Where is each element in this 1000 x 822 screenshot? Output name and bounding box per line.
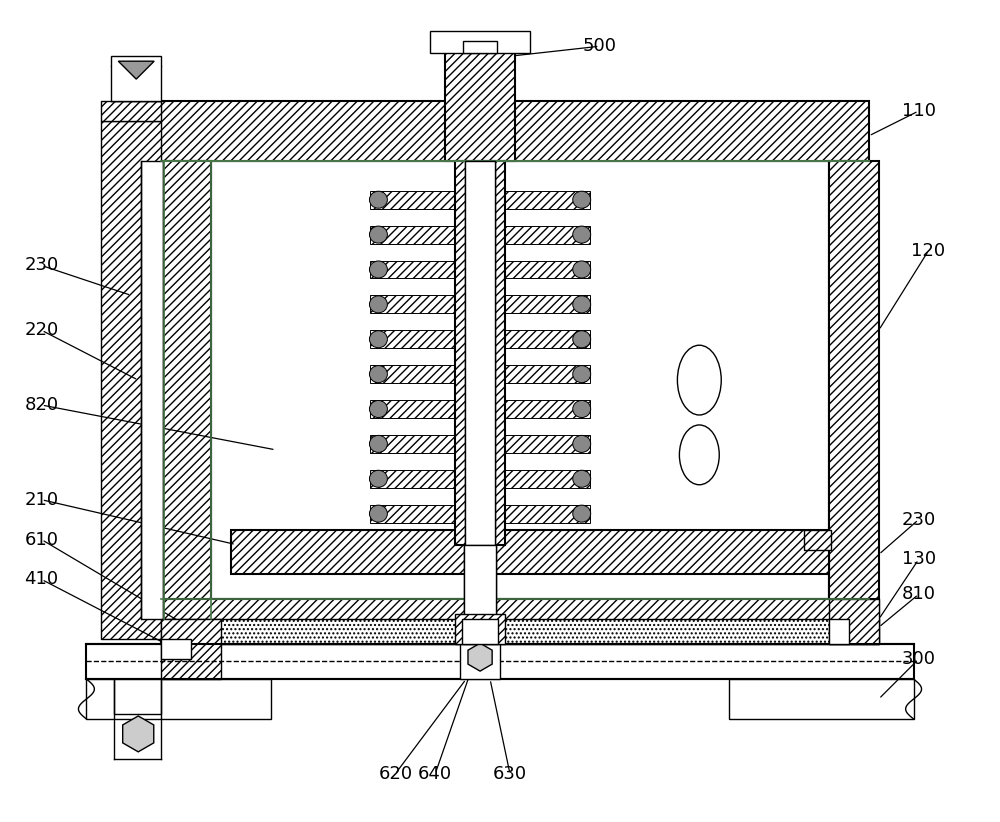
Bar (231, 529, 829, 575)
Bar (211, 161, 829, 599)
Ellipse shape (573, 470, 591, 487)
Bar (464, 544, 496, 619)
Polygon shape (118, 61, 154, 79)
Bar (161, 619, 221, 679)
Bar (101, 121, 161, 640)
Bar (505, 505, 590, 523)
Bar (370, 225, 455, 243)
Bar (463, 41, 497, 53)
Ellipse shape (369, 470, 387, 487)
Text: 630: 630 (493, 764, 527, 783)
Bar (161, 161, 211, 619)
Bar (829, 599, 879, 644)
Text: 500: 500 (583, 37, 617, 55)
Bar (505, 365, 590, 383)
Ellipse shape (573, 506, 591, 522)
Ellipse shape (369, 400, 387, 418)
Bar (370, 191, 455, 209)
Bar (804, 529, 831, 550)
Bar (114, 679, 161, 714)
Ellipse shape (573, 330, 591, 348)
Ellipse shape (369, 506, 387, 522)
Text: 130: 130 (902, 551, 936, 569)
Bar (86, 644, 914, 679)
Bar (445, 51, 515, 161)
Bar (505, 400, 590, 418)
Ellipse shape (573, 192, 591, 208)
Ellipse shape (679, 425, 719, 485)
Bar (370, 505, 455, 523)
Ellipse shape (369, 226, 387, 243)
Bar (370, 435, 455, 453)
Ellipse shape (369, 261, 387, 278)
Bar (505, 225, 590, 243)
Ellipse shape (573, 261, 591, 278)
Bar (161, 101, 869, 161)
Ellipse shape (369, 330, 387, 348)
Ellipse shape (369, 366, 387, 383)
Ellipse shape (369, 436, 387, 452)
Ellipse shape (369, 192, 387, 208)
Bar (455, 614, 505, 644)
Bar (465, 161, 495, 544)
Bar (161, 599, 879, 644)
Bar (86, 679, 271, 719)
Bar (505, 330, 590, 349)
Bar (370, 470, 455, 487)
Text: 410: 410 (24, 570, 59, 589)
Bar (161, 619, 879, 644)
Bar (505, 470, 590, 487)
Bar (111, 56, 161, 101)
Ellipse shape (573, 296, 591, 313)
Bar (370, 261, 455, 279)
Bar (505, 295, 590, 313)
Ellipse shape (369, 296, 387, 313)
Bar (829, 161, 879, 619)
Text: 210: 210 (24, 491, 59, 509)
Bar (505, 191, 590, 209)
Bar (829, 619, 849, 644)
Bar (455, 161, 505, 544)
Bar (370, 295, 455, 313)
Text: 820: 820 (24, 396, 59, 414)
Bar (729, 679, 914, 719)
Bar (141, 161, 163, 619)
Ellipse shape (573, 400, 591, 418)
Ellipse shape (573, 226, 591, 243)
Text: 220: 220 (24, 321, 59, 339)
Bar (505, 261, 590, 279)
Bar (370, 365, 455, 383)
Text: 230: 230 (901, 510, 936, 529)
Bar (101, 101, 161, 121)
Bar (462, 619, 498, 644)
Text: 110: 110 (902, 102, 936, 120)
Text: 120: 120 (911, 242, 946, 260)
Bar (370, 400, 455, 418)
Ellipse shape (677, 345, 721, 415)
Text: 810: 810 (902, 585, 936, 603)
Text: 610: 610 (25, 530, 59, 548)
Bar (460, 644, 500, 679)
Ellipse shape (573, 436, 591, 452)
Ellipse shape (573, 366, 591, 383)
Polygon shape (468, 643, 492, 671)
Bar (161, 640, 191, 659)
Bar (370, 330, 455, 349)
Text: 230: 230 (24, 256, 59, 275)
Text: 300: 300 (902, 650, 936, 668)
Bar (430, 31, 530, 53)
Bar (505, 435, 590, 453)
Polygon shape (123, 716, 154, 752)
Text: 620: 620 (378, 764, 412, 783)
Text: 640: 640 (418, 764, 452, 783)
